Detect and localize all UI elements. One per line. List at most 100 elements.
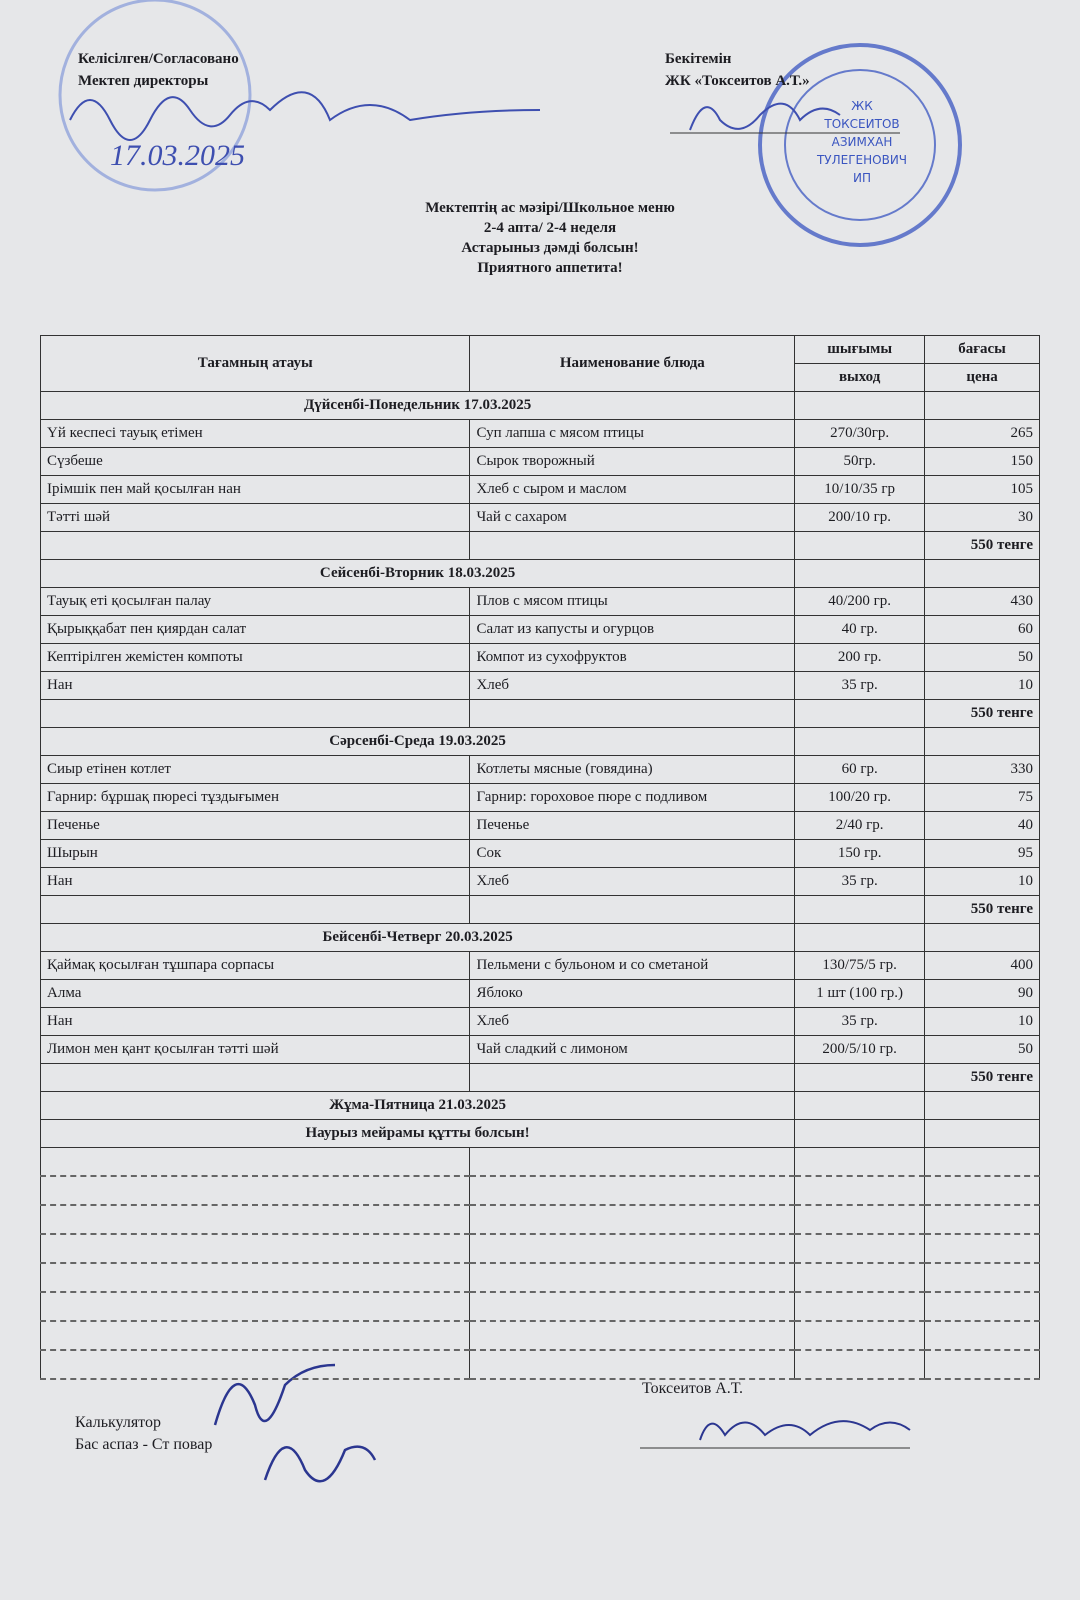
empty-cell — [469, 895, 796, 924]
table-row — [39, 1233, 1040, 1264]
dashed-cell — [924, 1291, 1040, 1322]
table-row: Бейсенбі-Четверг 20.03.2025 — [39, 923, 1040, 952]
dish-ru: Пельмени с бульоном и со сметаной — [469, 951, 796, 980]
dish-kz: Нан — [39, 867, 471, 896]
dish-kz: Сиыр етінен котлет — [39, 755, 471, 784]
table-row — [39, 1204, 1040, 1235]
table-row: 550 тенге — [39, 895, 1040, 924]
empty-cell — [794, 699, 926, 728]
stamp-line: АЗИМХАН — [832, 135, 893, 149]
price: 265 — [924, 419, 1040, 448]
signature-left — [69, 91, 541, 141]
dashed-cell — [469, 1320, 796, 1351]
column-header: шығымы — [794, 335, 926, 364]
footer-right: Токсеитов А.Т. — [642, 1380, 743, 1397]
column-header: цена — [924, 363, 1040, 392]
table-row: Нан Хлеб 35 гр. 10 — [39, 671, 1040, 700]
day-total: 550 тенге — [924, 699, 1040, 728]
dashed-cell — [39, 1291, 471, 1322]
dish-kz: Лимон мен қант қосылған тәтті шәй — [39, 1035, 471, 1064]
day-total: 550 тенге — [924, 531, 1040, 560]
day-heading: Сәрсенбі-Среда 19.03.2025 — [39, 727, 796, 756]
empty-cell — [469, 1063, 796, 1092]
dashed-cell — [794, 1204, 926, 1235]
empty-cell — [794, 391, 926, 420]
table-row: Қырыққабат пен қиярдан салат Салат из кап… — [39, 615, 1040, 644]
dish-kz: Печенье — [39, 811, 471, 840]
dashed-cell — [794, 1320, 926, 1351]
stamp-line: ЖК — [851, 99, 873, 113]
dish-ru: Сырок творожный — [469, 447, 796, 476]
price: 75 — [924, 783, 1040, 812]
handwritten-date: 17.03.2025 — [110, 139, 245, 172]
dashed-cell — [469, 1147, 796, 1177]
stamp-line: ИП — [853, 171, 871, 185]
footer-line: Бас аспаз - Ст повар — [75, 1436, 213, 1453]
column-header: Наименование блюда — [469, 335, 796, 392]
dish-ru: Яблоко — [469, 979, 796, 1008]
dish-kz: Үй кеспесі тауық етімен — [39, 419, 471, 448]
portion: 270/30гр. — [794, 419, 926, 448]
portion: 100/20 гр. — [794, 783, 926, 812]
dashed-cell — [39, 1204, 471, 1235]
empty-cell — [924, 1091, 1040, 1120]
dish-ru: Печенье — [469, 811, 796, 840]
table-row — [39, 1175, 1040, 1206]
price: 95 — [924, 839, 1040, 868]
table-row: 550 тенге — [39, 531, 1040, 560]
title-line: Приятного аппетита! — [477, 260, 623, 276]
portion: 35 гр. — [794, 671, 926, 700]
portion: 50гр. — [794, 447, 926, 476]
table-row: Гарнир: бұршақ пюресі тұздығымен Гарнир: … — [39, 783, 1040, 812]
column-header: Тағамның атауы — [39, 335, 471, 392]
portion: 2/40 гр. — [794, 811, 926, 840]
portion: 1 шт (100 гр.) — [794, 979, 926, 1008]
dish-ru: Компот из сухофруктов — [469, 643, 796, 672]
dish-ru: Сок — [469, 839, 796, 868]
dish-ru: Хлеб — [469, 671, 796, 700]
day-total: 550 тенге — [924, 1063, 1040, 1092]
empty-cell — [924, 727, 1040, 756]
price: 10 — [924, 1007, 1040, 1036]
dashed-cell — [469, 1233, 796, 1264]
portion: 130/75/5 гр. — [794, 951, 926, 980]
empty-cell — [794, 1119, 926, 1148]
dashed-cell — [794, 1349, 926, 1380]
day-heading: Дүйсенбі-Понедельник 17.03.2025 — [39, 391, 796, 420]
dashed-cell — [794, 1262, 926, 1293]
dashed-cell — [469, 1291, 796, 1322]
stamp-line: ТУЛЕГЕНОВИЧ — [816, 153, 907, 167]
table-row — [39, 1320, 1040, 1351]
dish-kz: Алма — [39, 979, 471, 1008]
empty-cell — [794, 895, 926, 924]
empty-cell — [794, 727, 926, 756]
dish-kz: Тауық еті қосылған палау — [39, 587, 471, 616]
dashed-cell — [794, 1291, 926, 1322]
portion: 200/10 гр. — [794, 503, 926, 532]
dish-kz: Қаймақ қосылған тұшпара сорпасы — [39, 951, 471, 980]
empty-cell — [924, 923, 1040, 952]
header-row: Тағамның атауы Наименование блюда шығымы… — [39, 335, 1040, 392]
holiday-greeting: Наурыз мейрамы құтты болсын! — [39, 1119, 796, 1148]
price: 10 — [924, 867, 1040, 896]
dish-ru: Чай с сахаром — [469, 503, 796, 532]
dish-kz: Кептірілген жемістен компоты — [39, 643, 471, 672]
dashed-cell — [924, 1262, 1040, 1293]
table-row — [39, 1291, 1040, 1322]
day-heading: Сейсенбі-Вторник 18.03.2025 — [39, 559, 796, 588]
price: 150 — [924, 447, 1040, 476]
dashed-cell — [794, 1147, 926, 1177]
dish-kz: Шырын — [39, 839, 471, 868]
approval-line: Келісілген/Согласовано — [78, 51, 239, 67]
dish-ru: Гарнир: гороховое пюре с подливом — [469, 783, 796, 812]
table-row: Нан Хлеб 35 гр. 10 — [39, 1007, 1040, 1036]
day-total: 550 тенге — [924, 895, 1040, 924]
table-row: Сиыр етінен котлет Котлеты мясные (говяди… — [39, 755, 1040, 784]
approval-left: Келісілген/Согласовано Мектеп директоры — [78, 48, 239, 92]
signature-cook — [213, 1363, 377, 1483]
table-row: 550 тенге — [39, 699, 1040, 728]
price: 30 — [924, 503, 1040, 532]
empty-cell — [469, 699, 796, 728]
portion: 35 гр. — [794, 1007, 926, 1036]
